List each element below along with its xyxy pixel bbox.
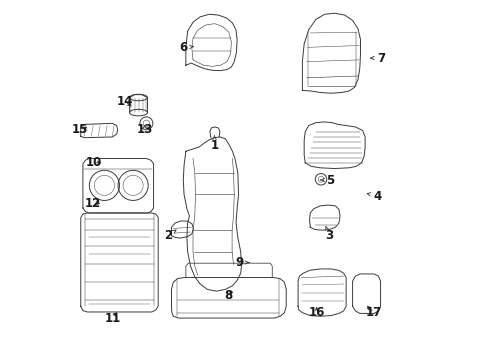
Text: 14: 14 xyxy=(117,95,133,108)
Text: 17: 17 xyxy=(366,306,382,319)
Text: 7: 7 xyxy=(371,51,385,64)
Text: 11: 11 xyxy=(104,311,121,325)
Text: 5: 5 xyxy=(320,174,335,186)
Text: 15: 15 xyxy=(72,123,88,136)
Text: 2: 2 xyxy=(164,229,176,242)
Text: 12: 12 xyxy=(84,197,101,210)
Text: 6: 6 xyxy=(179,41,193,54)
Text: 13: 13 xyxy=(136,123,153,136)
Text: 10: 10 xyxy=(86,156,102,169)
Text: 9: 9 xyxy=(236,256,249,269)
Text: 8: 8 xyxy=(225,289,233,302)
Text: 1: 1 xyxy=(211,136,219,152)
Text: 4: 4 xyxy=(367,190,382,203)
Text: 3: 3 xyxy=(325,226,333,242)
Text: 16: 16 xyxy=(309,306,325,319)
